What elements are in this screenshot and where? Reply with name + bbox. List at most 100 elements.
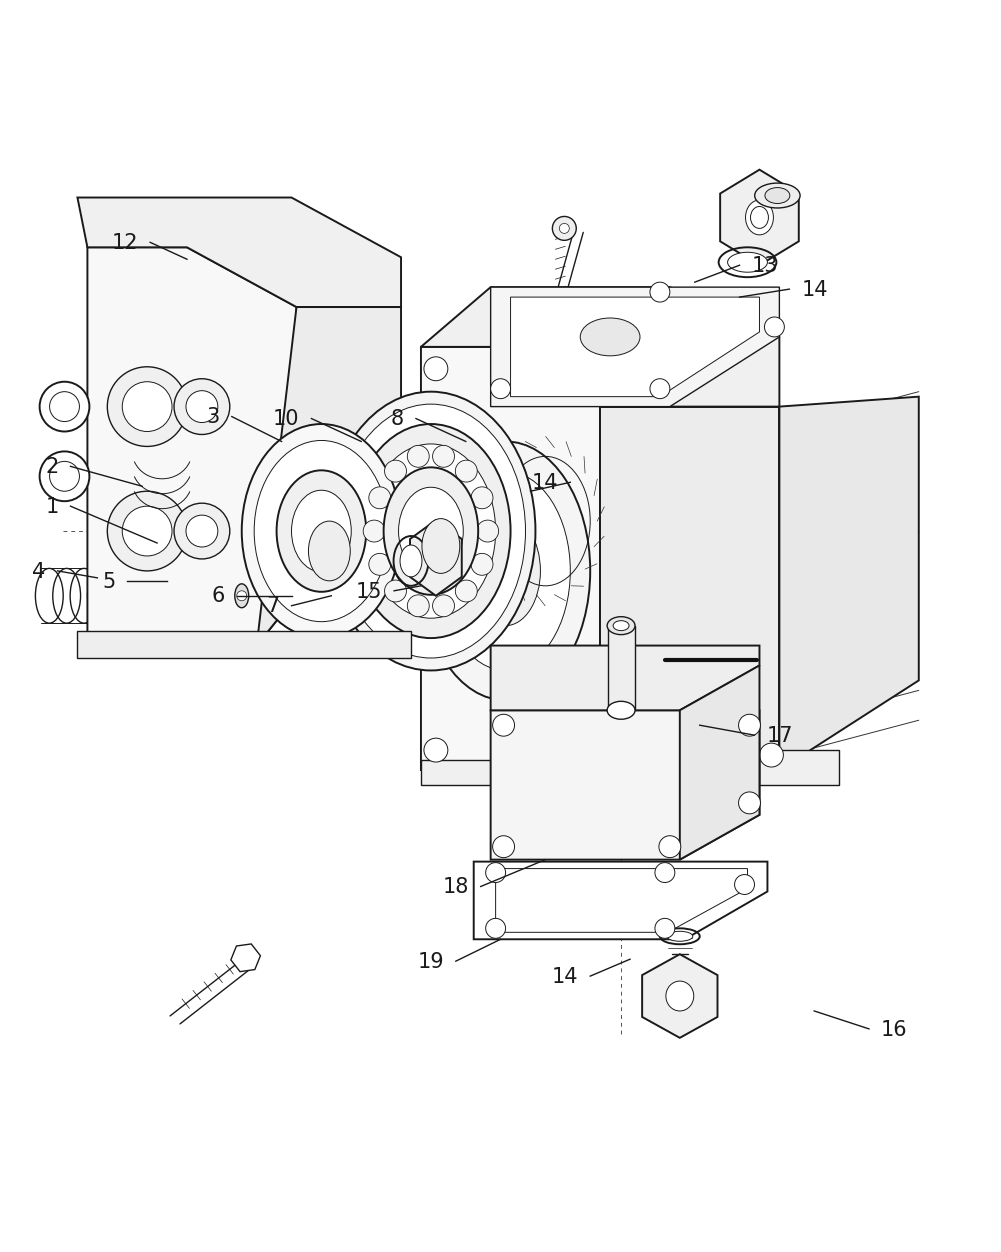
Polygon shape (779, 397, 919, 770)
Circle shape (659, 836, 681, 858)
Ellipse shape (383, 468, 478, 595)
Text: 14: 14 (532, 473, 559, 493)
Circle shape (363, 521, 385, 542)
Polygon shape (490, 288, 779, 407)
Polygon shape (473, 861, 768, 939)
Polygon shape (495, 869, 748, 933)
Circle shape (423, 357, 447, 381)
Ellipse shape (308, 522, 350, 581)
Circle shape (174, 503, 230, 560)
Ellipse shape (667, 931, 693, 942)
Text: 13: 13 (752, 255, 778, 275)
Ellipse shape (613, 621, 629, 631)
Ellipse shape (188, 567, 226, 625)
Circle shape (107, 492, 187, 571)
Ellipse shape (421, 520, 459, 573)
Circle shape (476, 521, 498, 542)
Ellipse shape (336, 404, 526, 659)
Circle shape (423, 739, 447, 762)
Text: 12: 12 (112, 233, 138, 253)
Text: 6: 6 (211, 586, 225, 606)
Circle shape (655, 919, 675, 939)
Polygon shape (231, 944, 260, 972)
Ellipse shape (470, 517, 541, 626)
Ellipse shape (351, 424, 511, 639)
Circle shape (735, 875, 755, 895)
Circle shape (492, 836, 515, 858)
Circle shape (490, 379, 511, 399)
Circle shape (384, 461, 406, 482)
Ellipse shape (666, 982, 694, 1012)
Circle shape (739, 715, 761, 736)
Circle shape (553, 217, 577, 240)
Text: 10: 10 (273, 409, 299, 429)
Text: 1: 1 (45, 497, 58, 517)
Circle shape (50, 462, 79, 492)
Text: 15: 15 (355, 581, 382, 601)
Circle shape (760, 744, 783, 767)
Ellipse shape (765, 188, 790, 204)
Ellipse shape (400, 546, 421, 577)
Polygon shape (490, 711, 760, 860)
Polygon shape (87, 248, 296, 646)
Polygon shape (420, 288, 779, 407)
Circle shape (122, 507, 172, 556)
Polygon shape (420, 760, 490, 785)
Polygon shape (600, 407, 779, 770)
Text: 18: 18 (442, 876, 468, 896)
Circle shape (407, 595, 429, 617)
Polygon shape (410, 521, 461, 596)
Ellipse shape (581, 318, 640, 357)
Circle shape (40, 452, 89, 502)
Text: 19: 19 (417, 952, 443, 972)
Circle shape (579, 744, 602, 767)
Ellipse shape (420, 442, 591, 701)
Circle shape (122, 382, 172, 432)
Polygon shape (680, 666, 760, 860)
Circle shape (384, 581, 406, 602)
Circle shape (432, 595, 454, 617)
Circle shape (485, 919, 506, 939)
Text: 14: 14 (552, 967, 579, 987)
Circle shape (650, 283, 670, 303)
Ellipse shape (276, 471, 366, 592)
Text: 16: 16 (881, 1019, 907, 1039)
Circle shape (765, 318, 784, 338)
Circle shape (455, 581, 477, 602)
Circle shape (455, 461, 477, 482)
Circle shape (407, 446, 429, 468)
Ellipse shape (239, 362, 383, 571)
Circle shape (655, 863, 675, 883)
Ellipse shape (728, 253, 768, 273)
Circle shape (186, 391, 218, 423)
Polygon shape (77, 631, 410, 657)
Polygon shape (241, 585, 371, 608)
Polygon shape (490, 646, 760, 711)
Ellipse shape (241, 424, 401, 639)
Polygon shape (642, 954, 718, 1038)
Ellipse shape (234, 585, 248, 608)
Circle shape (492, 715, 515, 736)
Polygon shape (608, 626, 635, 711)
Circle shape (485, 863, 506, 883)
Polygon shape (760, 750, 839, 785)
Circle shape (368, 553, 390, 576)
Text: 14: 14 (801, 279, 828, 299)
Circle shape (236, 591, 246, 601)
Ellipse shape (254, 441, 388, 622)
Circle shape (471, 553, 492, 576)
Circle shape (368, 487, 390, 510)
Ellipse shape (746, 200, 773, 235)
Ellipse shape (607, 701, 635, 720)
Ellipse shape (326, 392, 536, 671)
Ellipse shape (366, 444, 495, 618)
Circle shape (560, 224, 570, 234)
Ellipse shape (224, 342, 398, 591)
Ellipse shape (751, 207, 769, 229)
Polygon shape (420, 347, 600, 770)
Text: 2: 2 (45, 457, 58, 477)
Ellipse shape (291, 491, 351, 572)
Circle shape (40, 382, 89, 432)
Circle shape (174, 379, 230, 434)
Text: 4: 4 (32, 561, 46, 581)
